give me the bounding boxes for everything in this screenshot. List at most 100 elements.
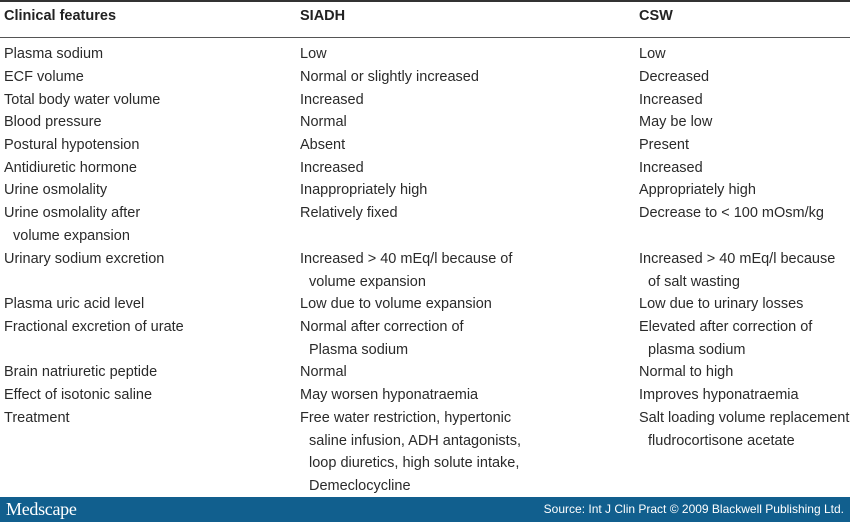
cell-csw: Decreased: [639, 66, 709, 89]
cell-line: Plasma sodium: [4, 46, 104, 62]
cell-siadh: Low due to volume expansion: [300, 293, 492, 316]
cell-feature: ECF volume: [4, 66, 84, 89]
cell-line: Urinary sodium excretion: [4, 251, 165, 267]
cell-feature: Urinary sodium excretion: [4, 248, 164, 271]
cell-line: Antidiuretic hormone: [4, 160, 137, 176]
cell-line: Demeclocycline: [309, 478, 411, 495]
cell-line: Increased > 40 mEq/l because of: [300, 251, 513, 267]
header-csw: CSW: [639, 8, 673, 24]
cell-line: saline infusion, ADH antagonists,: [309, 432, 521, 449]
cell-csw: Increased: [639, 157, 703, 180]
cell-siadh: Inappropriately high: [300, 179, 427, 202]
cell-feature: Postural hypotension: [4, 134, 139, 157]
cell-line: Fractional excretion of urate: [4, 319, 184, 335]
cell-line: Inappropriately high: [300, 182, 428, 198]
cell-line: Present: [639, 137, 689, 153]
cell-line: Urine osmolality: [4, 182, 108, 198]
cell-feature: Antidiuretic hormone: [4, 157, 137, 180]
cell-feature: Fractional excretion of urate: [4, 316, 184, 339]
cell-line: Increased: [300, 160, 364, 176]
cell-line: Appropriately high: [639, 182, 756, 198]
cell-line: Plasma uric acid level: [4, 296, 145, 312]
cell-line: Low due to volume expansion: [300, 296, 492, 312]
cell-siadh: Increased: [300, 157, 364, 180]
cell-line: of salt wasting: [648, 273, 740, 290]
table-header: Clinical features SIADH CSW: [0, 0, 850, 38]
cell-feature: Urine osmolality: [4, 179, 107, 202]
cell-siadh: Normal after correction of Plasma sodium: [300, 316, 464, 361]
cell-siadh: Low: [300, 43, 327, 66]
cell-line: Effect of isotonic saline: [4, 387, 153, 403]
cell-csw: Increased > 40 mEq/l because of salt wast…: [639, 248, 835, 293]
cell-line: Blood pressure: [4, 114, 102, 130]
cell-csw: Appropriately high: [639, 179, 756, 202]
cell-csw: May be low: [639, 111, 712, 134]
cell-siadh: Normal: [300, 361, 347, 384]
cell-feature: Blood pressure: [4, 111, 102, 134]
cell-line: fludrocortisone acetate: [648, 432, 795, 449]
cell-line: Salt loading volume replacement,: [639, 410, 850, 426]
cell-line: Improves hyponatraemia: [639, 387, 799, 403]
cell-line: Low due to urinary losses: [639, 296, 804, 312]
cell-line: Absent: [300, 137, 346, 153]
cell-line: May worsen hyponatraemia: [300, 387, 479, 403]
cell-line: Normal: [300, 114, 347, 130]
medscape-logo: Medscape: [6, 499, 77, 519]
cell-line: volume expansion: [309, 273, 426, 290]
cell-line: Urine osmolality after: [4, 205, 141, 221]
cell-csw: Improves hyponatraemia: [639, 384, 799, 407]
cell-line: ECF volume: [4, 69, 84, 85]
cell-feature: Effect of isotonic saline: [4, 384, 152, 407]
cell-line: Decrease to < 100 mOsm/kg: [639, 205, 824, 221]
cell-line: Low: [639, 46, 666, 62]
cell-siadh: Relatively fixed: [300, 202, 398, 225]
cell-csw: Normal to high: [639, 361, 733, 384]
cell-csw: Present: [639, 134, 689, 157]
cell-siadh: May worsen hyponatraemia: [300, 384, 478, 407]
cell-line: Normal or slightly increased: [300, 69, 479, 85]
cell-siadh: Absent: [300, 134, 345, 157]
cell-line: Normal to high: [639, 364, 734, 380]
cell-line: Low: [300, 46, 327, 62]
comparison-table: Clinical features SIADH CSW Plasma sodiu…: [0, 0, 850, 498]
cell-siadh: Increased: [300, 89, 364, 112]
cell-line: Normal: [300, 364, 347, 380]
cell-line: Increased: [639, 160, 703, 176]
source-credit: Source: Int J Clin Pract © 2009 Blackwel…: [543, 502, 844, 516]
cell-line: Brain natriuretic peptide: [4, 364, 158, 380]
cell-line: loop diuretics, high solute intake,: [309, 455, 520, 472]
footer-bar: Medscape Source: Int J Clin Pract © 2009…: [0, 497, 850, 522]
header-siadh: SIADH: [300, 8, 346, 24]
cell-csw: Low: [639, 43, 666, 66]
cell-feature: Brain natriuretic peptide: [4, 361, 157, 384]
cell-line: Total body water volume: [4, 92, 161, 108]
cell-line: Increased: [639, 92, 703, 108]
cell-feature: Plasma uric acid level: [4, 293, 144, 316]
cell-feature: Plasma sodium: [4, 43, 103, 66]
cell-siadh: Free water restriction, hypertonic saline…: [300, 407, 521, 498]
cell-line: Increased > 40 mEq/l because: [639, 251, 836, 267]
cell-line: plasma sodium: [648, 341, 746, 358]
cell-line: Free water restriction, hypertonic: [300, 410, 512, 426]
cell-csw: Elevated after correction of plasma sodiu…: [639, 316, 812, 361]
header-clinical-features: Clinical features: [4, 8, 117, 24]
cell-siadh: Increased > 40 mEq/l because of volume ex…: [300, 248, 512, 293]
cell-csw: Increased: [639, 89, 703, 112]
cell-line: volume expansion: [13, 227, 130, 244]
cell-line: Increased: [300, 92, 364, 108]
cell-feature: Urine osmolality after volume expansion: [4, 202, 140, 247]
cell-line: Treatment: [4, 410, 70, 426]
cell-line: Plasma sodium: [309, 341, 409, 358]
cell-csw: Low due to urinary losses: [639, 293, 803, 316]
cell-line: Normal after correction of: [300, 319, 464, 335]
cell-siadh: Normal or slightly increased: [300, 66, 479, 89]
cell-csw: Decrease to < 100 mOsm/kg: [639, 202, 824, 225]
cell-line: May be low: [639, 114, 713, 130]
cell-csw: Salt loading volume replacement, fludroco…: [639, 407, 850, 452]
cell-line: Postural hypotension: [4, 137, 140, 153]
cell-feature: Total body water volume: [4, 89, 160, 112]
cell-line: Decreased: [639, 69, 710, 85]
cell-siadh: Normal: [300, 111, 347, 134]
cell-feature: Treatment: [4, 407, 70, 430]
cell-line: Elevated after correction of: [639, 319, 813, 335]
